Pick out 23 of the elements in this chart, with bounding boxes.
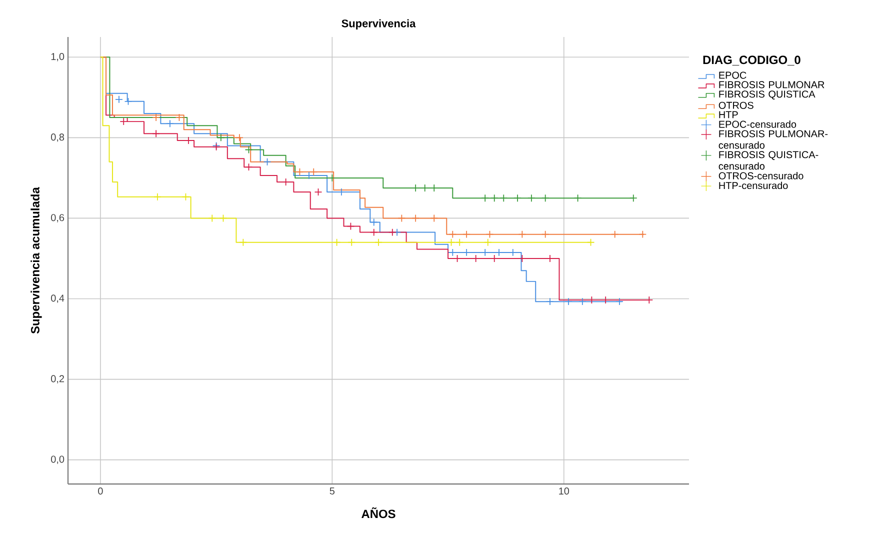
y-tick-label: 0,4 [51,294,64,303]
x-tick-label: 10 [559,488,570,495]
x-tick-label: 0 [98,488,103,495]
legend-title: DIAG_CODIGO_0 [703,56,800,66]
y-tick-label: 0,8 [51,134,64,142]
chart-title: Supervivencia [342,19,416,30]
y-axis-title: Supervivencia acumulada [30,187,42,334]
y-tick-label: 0,2 [51,375,64,384]
y-tick-label: 0,6 [51,214,64,222]
legend-label: FIBROSIS QUISTICA-censurado [718,151,818,170]
legend-label: OTROS [718,102,754,109]
x-axis-title: AÑOS [362,507,396,518]
legend-label: HTP-censurado [719,182,788,190]
legend-label: FIBROSIS PULMONAR-censurado [718,130,828,149]
legend-label: FIBROSIS QUISTICA [719,90,816,100]
y-tick-label: 1,0 [51,53,64,62]
legend-label: HTP [719,111,738,118]
legend-label: FIBROSIS PULMONAR [719,81,824,88]
y-tick-label: 0,0 [51,456,64,464]
legend-label: EPOC-censurado [719,120,796,128]
legend-label: OTROS-censurado [718,172,804,180]
x-tick-label: 5 [330,488,335,494]
legend-label: EPOC [719,72,746,79]
